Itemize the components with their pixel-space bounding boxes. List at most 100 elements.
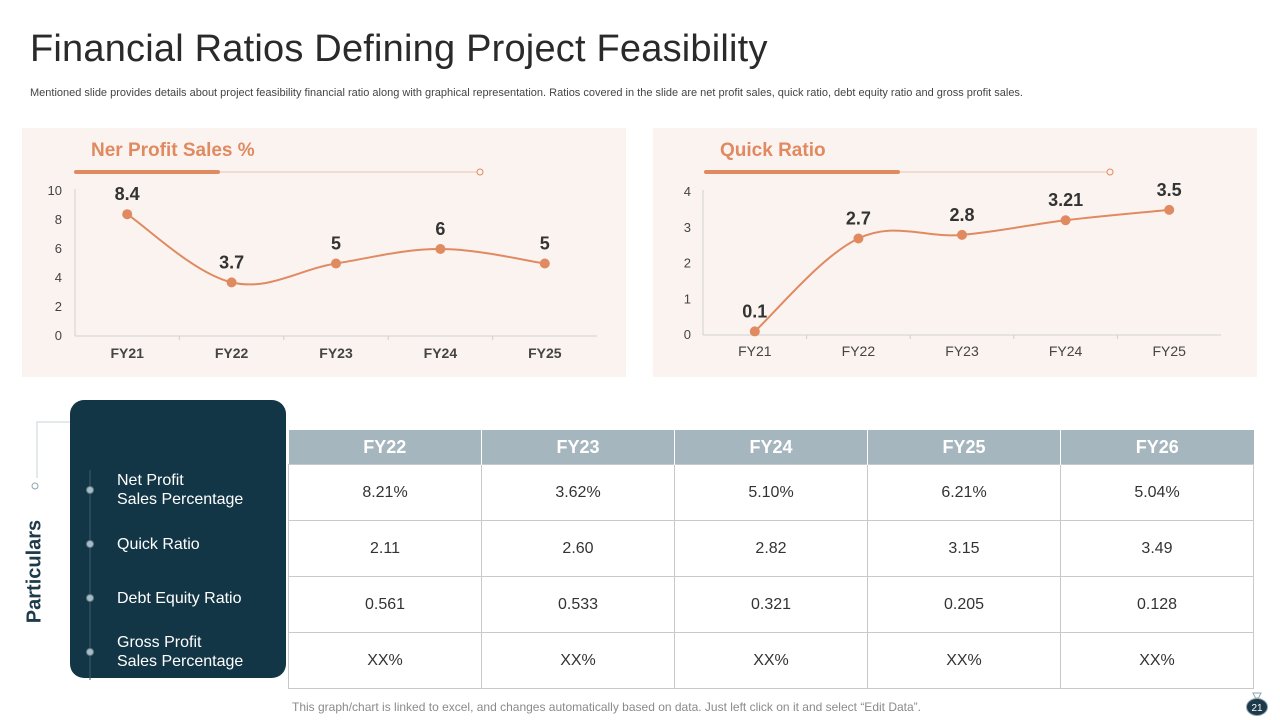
title-ring <box>476 168 484 176</box>
x-category-label: FY25 <box>528 345 562 361</box>
data-label: 5 <box>331 234 341 254</box>
particulars-panel <box>70 400 286 678</box>
y-tick-label: 2 <box>684 256 691 271</box>
table-cell: XX% <box>1060 632 1254 689</box>
data-point <box>226 277 237 288</box>
y-tick-label: 6 <box>55 241 62 256</box>
data-point <box>435 244 446 254</box>
data-label: 6 <box>435 219 445 239</box>
bullet-icon <box>86 540 94 548</box>
particular-quick-ratio: Quick Ratio <box>117 535 200 554</box>
data-point <box>749 326 760 337</box>
data-point <box>331 258 341 269</box>
data-point <box>853 233 864 244</box>
bullet-icon <box>86 648 94 656</box>
y-tick-label: 1 <box>684 291 691 306</box>
title-ring <box>1106 168 1114 176</box>
page-title: Financial Ratios Defining Project Feasib… <box>30 28 768 70</box>
data-label: 0.1 <box>742 301 767 321</box>
data-point <box>1164 204 1175 215</box>
table-cell: 3.62% <box>481 464 675 521</box>
table-cell: 5.10% <box>674 464 868 521</box>
column-header: FY23 <box>481 430 675 465</box>
table-row: XX% XX% XX% XX% XX% <box>288 632 1254 689</box>
net-profit-line-chart[interactable]: 0 2 4 6 8 10 FY21 FY22 FY23 FY24 FY25 8.4 3.7 5 6 5 <box>22 128 626 377</box>
y-tick-label: 2 <box>55 299 62 314</box>
table-cell: 2.11 <box>288 520 482 577</box>
x-category-label: FY21 <box>110 345 144 361</box>
table-cell: 6.21% <box>867 464 1061 521</box>
bullet-icon <box>86 486 94 494</box>
particular-line: Sales Percentage <box>117 653 244 670</box>
series-line <box>754 208 1170 333</box>
particular-line: Net Profit <box>117 472 184 489</box>
ratios-table: FY22 FY23 FY24 FY25 FY26 8.21% 3.62% 5.1… <box>288 430 1254 689</box>
table-row: 2.11 2.60 2.82 3.15 3.49 <box>288 520 1254 577</box>
table-header-row: FY22 FY23 FY24 FY25 FY26 <box>288 430 1254 465</box>
x-category-label: FY23 <box>945 343 979 359</box>
table-row: 8.21% 3.62% 5.10% 6.21% 5.04% <box>288 464 1254 521</box>
table-cell: XX% <box>481 632 675 689</box>
column-header: FY26 <box>1060 430 1254 465</box>
x-category-label: FY23 <box>319 345 353 361</box>
particulars-timeline <box>89 470 91 680</box>
y-tick-label: 0 <box>55 328 62 343</box>
quick-ratio-chart-panel: Quick Ratio 0 1 2 3 4 FY21 FY22 FY23 FY24 FY25 0.1… <box>653 128 1257 377</box>
table-cell: 0.321 <box>674 576 868 633</box>
y-tick-label: 3 <box>684 220 691 235</box>
particular-line: Quick Ratio <box>117 536 200 553</box>
table-cell: XX% <box>288 632 482 689</box>
title-accent-bar <box>74 170 220 174</box>
quick-ratio-chart-title: Quick Ratio <box>720 140 826 161</box>
table-cell: 0.205 <box>867 576 1061 633</box>
x-category-label: FY21 <box>738 343 772 359</box>
data-point <box>122 209 133 220</box>
table-cell: XX% <box>867 632 1061 689</box>
net-profit-chart-panel: Ner Profit Sales % 0 2 4 6 8 10 FY21 FY22 FY23 FY… <box>22 128 626 377</box>
column-header: FY24 <box>674 430 868 465</box>
data-point <box>957 229 967 240</box>
data-label: 8.4 <box>115 184 140 204</box>
data-label: 2.8 <box>949 205 974 225</box>
page-subtitle: Mentioned slide provides details about p… <box>30 87 1023 99</box>
table-cell: 8.21% <box>288 464 482 521</box>
net-profit-chart-title: Ner Profit Sales % <box>91 140 255 161</box>
y-tick-label: 10 <box>48 183 62 198</box>
table-cell: 0.561 <box>288 576 482 633</box>
y-tick-label: 4 <box>55 270 62 285</box>
y-tick-label: 8 <box>55 212 62 227</box>
particular-debt-equity: Debt Equity Ratio <box>117 589 242 608</box>
particular-line: Sales Percentage <box>117 491 244 508</box>
x-category-label: FY25 <box>1152 343 1186 359</box>
particular-gross-profit: Gross Profit Sales Percentage <box>117 633 243 671</box>
table-cell: 3.15 <box>867 520 1061 577</box>
x-category-label: FY22 <box>842 343 876 359</box>
money-bag-icon: 21 <box>1246 692 1268 716</box>
x-category-label: FY24 <box>424 345 458 361</box>
column-header: FY22 <box>288 430 482 465</box>
data-label: 3.5 <box>1157 180 1182 200</box>
particular-line: Debt Equity Ratio <box>117 590 242 607</box>
data-label: 2.7 <box>846 208 871 228</box>
particular-net-profit: Net Profit Sales Percentage <box>117 471 243 509</box>
table-cell: XX% <box>674 632 868 689</box>
table-row: 0.561 0.533 0.321 0.205 0.128 <box>288 576 1254 633</box>
quick-ratio-line-chart[interactable]: 0 1 2 3 4 FY21 FY22 FY23 FY24 FY25 0.1 2.7 2.8 3.21 3.… <box>653 128 1257 377</box>
table-cell: 3.49 <box>1060 520 1254 577</box>
column-header: FY25 <box>867 430 1061 465</box>
bullet-icon <box>86 594 94 602</box>
x-category-label: FY22 <box>215 345 249 361</box>
data-label: 3.21 <box>1048 190 1083 210</box>
title-accent-bar <box>704 170 900 174</box>
y-tick-label: 4 <box>684 184 691 199</box>
page-number: 21 <box>1251 703 1263 714</box>
data-point <box>539 258 550 269</box>
footer-note: This graph/chart is linked to excel, and… <box>292 700 921 714</box>
data-label: 5 <box>540 234 550 254</box>
y-tick-label: 0 <box>684 327 691 342</box>
particulars-label: Particulars <box>23 519 46 624</box>
table-cell: 2.82 <box>674 520 868 577</box>
data-label: 3.7 <box>219 252 244 272</box>
table-cell: 5.04% <box>1060 464 1254 521</box>
table-cell: 2.60 <box>481 520 675 577</box>
